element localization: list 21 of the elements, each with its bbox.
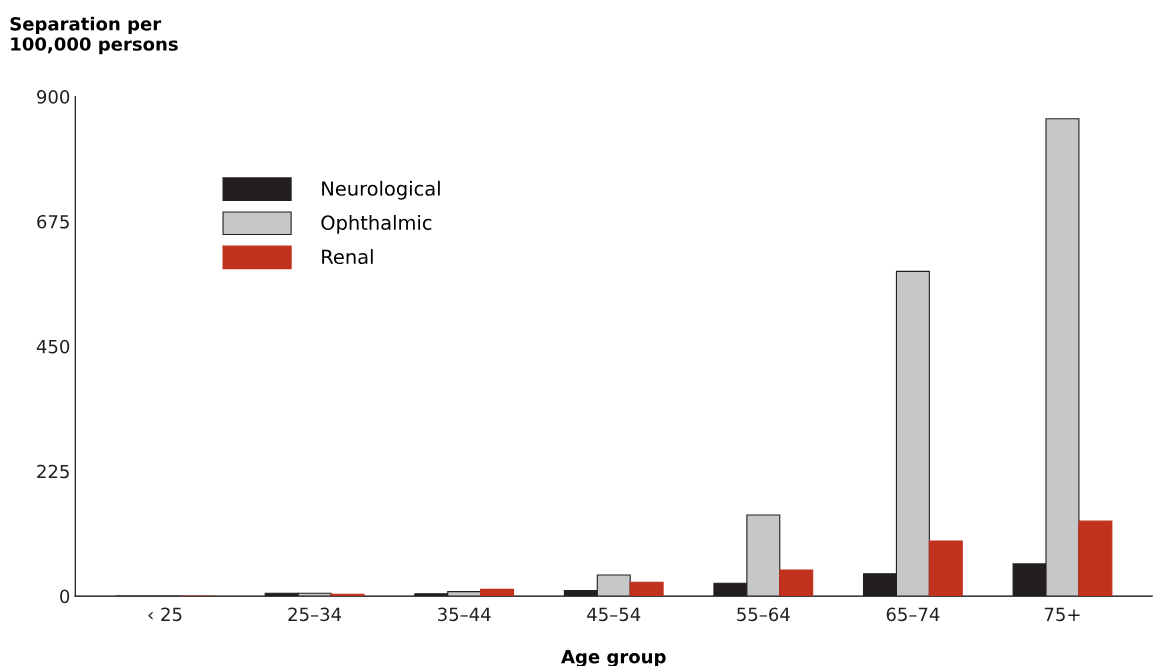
x-tick-label: 75+ [1044, 607, 1080, 622]
x-tick-label: 55–64 [737, 607, 790, 622]
x-tick-label: 65–74 [886, 607, 940, 622]
y-tick-label: 450 [36, 339, 70, 354]
x-tick-label: 45–54 [587, 607, 641, 622]
y-tick-label: 225 [37, 464, 69, 479]
y-tick-label: 675 [37, 214, 69, 229]
x-tick-label: ‹ 25 [148, 607, 182, 622]
legend-label: Ophthalmic [321, 214, 432, 234]
bar [928, 540, 963, 597]
bar [480, 588, 515, 597]
y-axis-title: Separation per 100,000 persons [10, 16, 178, 55]
bar [629, 581, 664, 597]
legend-label: Neurological [322, 180, 440, 200]
bar [779, 569, 814, 597]
legend-label: Renal [322, 249, 373, 265]
bar [1078, 520, 1113, 597]
y-tick-label: 0 [60, 589, 70, 604]
x-tick-label: 25–34 [288, 607, 342, 622]
x-tick-label: 35–44 [438, 607, 491, 622]
y-tick-label: 900 [37, 90, 70, 104]
